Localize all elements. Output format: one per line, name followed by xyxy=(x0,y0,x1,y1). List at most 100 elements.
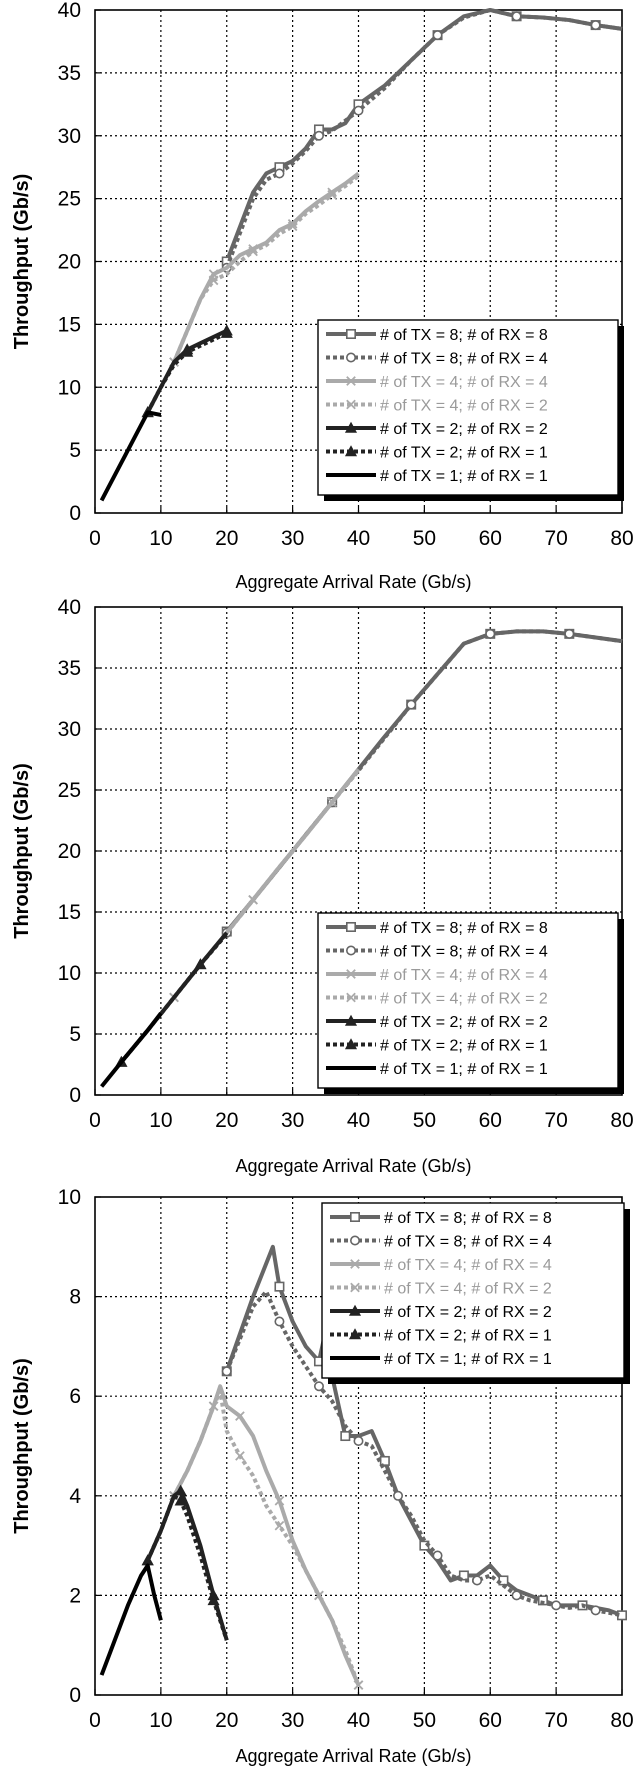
y-tick-label: 5 xyxy=(69,439,81,462)
legend-label: # of TX = 2; # of RX = 2 xyxy=(384,1304,552,1321)
x-axis-label: Aggregate Arrival Rate (Gb/s) xyxy=(235,1156,471,1176)
series-point xyxy=(274,1281,285,1292)
series-line xyxy=(225,629,623,934)
legend-label: # of TX = 8; # of RX = 8 xyxy=(384,1210,552,1227)
y-tick-label: 20 xyxy=(58,251,81,274)
legend-marker xyxy=(345,352,356,363)
y-tick-label: 0 xyxy=(69,502,81,525)
legend-marker xyxy=(346,969,356,979)
legend-box xyxy=(321,1202,625,1379)
legend-label: # of TX = 4; # of RX = 2 xyxy=(380,991,548,1008)
series-point xyxy=(551,1600,562,1611)
series-7 xyxy=(99,1563,163,1676)
y-tick-label: 0 xyxy=(69,1084,81,1107)
y-tick-label: 15 xyxy=(58,901,81,924)
x-tick-label: 30 xyxy=(281,1709,304,1732)
legend-label: # of TX = 4; # of RX = 4 xyxy=(380,967,548,984)
x-tick-label: 70 xyxy=(544,527,567,550)
legend-label: # of TX = 2; # of RX = 1 xyxy=(380,1038,548,1055)
x-tick-label: 30 xyxy=(281,1109,304,1132)
legend: # of TX = 8; # of RX = 8 # of TX = 8; # o… xyxy=(321,1202,630,1384)
x-tick-label: 80 xyxy=(610,527,633,550)
legend-marker xyxy=(346,992,356,1003)
legend-label: # of TX = 1; # of RX = 1 xyxy=(380,1061,548,1078)
y-tick-label: 5 xyxy=(69,1023,81,1046)
x-tick-label: 20 xyxy=(215,527,238,550)
series-point xyxy=(485,628,496,639)
x-tick-label: 40 xyxy=(347,1709,370,1732)
x-tick-label: 0 xyxy=(89,1709,101,1732)
y-tick-label: 0 xyxy=(69,1684,81,1707)
series-point xyxy=(458,1570,469,1581)
legend-marker xyxy=(345,945,356,956)
series-point xyxy=(274,1316,285,1327)
legend-label: # of TX = 4; # of RX = 2 xyxy=(380,398,548,415)
series-line xyxy=(224,1289,623,1618)
y-axis-label: Throughput (Gb/s) xyxy=(11,174,33,350)
series-point xyxy=(207,1594,220,1606)
series-point xyxy=(353,105,364,116)
legend-label: # of TX = 8; # of RX = 4 xyxy=(380,351,548,368)
series-point xyxy=(220,326,233,338)
legend-label: # of TX = 1; # of RX = 1 xyxy=(380,468,548,485)
x-tick-label: 10 xyxy=(149,1109,172,1132)
legend-box xyxy=(317,912,619,1089)
y-tick-label: 15 xyxy=(58,313,81,336)
legend-marker xyxy=(344,421,358,433)
legend-marker xyxy=(349,1212,360,1223)
y-tick-label: 25 xyxy=(58,779,81,802)
x-tick-label: 80 xyxy=(610,1109,633,1132)
series-line xyxy=(145,328,228,414)
series-point xyxy=(208,275,219,286)
series-point xyxy=(590,1605,601,1616)
legend-marker xyxy=(350,1282,360,1293)
legend-label: # of TX = 1; # of RX = 1 xyxy=(384,1351,552,1368)
series-point xyxy=(327,190,337,200)
y-tick-label: 10 xyxy=(58,376,81,399)
x-tick-label: 0 xyxy=(89,527,101,550)
x-tick-label: 20 xyxy=(215,1109,238,1132)
series-point xyxy=(432,1550,443,1561)
x-tick-label: 60 xyxy=(479,527,502,550)
series-6 xyxy=(141,326,233,418)
series-point xyxy=(287,221,298,232)
series-line xyxy=(225,629,623,933)
series-line xyxy=(99,1563,163,1676)
y-tick-label: 35 xyxy=(58,62,81,85)
x-tick-label: 40 xyxy=(347,1109,370,1132)
y-tick-label: 2 xyxy=(69,1584,81,1607)
series-point xyxy=(274,1520,285,1531)
legend-marker xyxy=(348,1304,362,1316)
chart-panel-2: 0 10 20 30 40 50 60 70 80 0 5 10 15 20 25 30 35 40 Aggrega… xyxy=(11,596,634,1176)
y-tick-label: 25 xyxy=(58,188,81,211)
x-tick-label: 60 xyxy=(479,1109,502,1132)
series-1 xyxy=(221,628,623,937)
series-line xyxy=(145,1493,229,1641)
y-tick-label: 4 xyxy=(69,1485,81,1508)
y-axis-label: Throughput (Gb/s) xyxy=(11,1358,33,1534)
series-point xyxy=(353,1680,364,1690)
series-7 xyxy=(100,1012,163,1088)
x-tick-label: 10 xyxy=(149,1709,172,1732)
x-tick-label: 50 xyxy=(413,1709,436,1732)
x-tick-label: 70 xyxy=(544,1709,567,1732)
y-tick-label: 40 xyxy=(58,596,81,619)
series-line xyxy=(100,1012,163,1088)
legend-label: # of TX = 2; # of RX = 2 xyxy=(380,1014,548,1031)
y-tick-label: 6 xyxy=(69,1385,81,1408)
series-line xyxy=(172,1384,361,1686)
legend-marker xyxy=(349,1235,360,1246)
legend-marker xyxy=(345,921,356,932)
chart-panel-1: 0 10 20 30 40 50 60 70 80 0 5 10 15 20 25 30 35 40 Aggrega… xyxy=(11,0,634,592)
series-point xyxy=(393,1490,404,1501)
x-tick-label: 20 xyxy=(215,1709,238,1732)
y-tick-label: 10 xyxy=(58,1186,81,1209)
y-tick-label: 35 xyxy=(58,657,81,680)
legend-marker xyxy=(348,1328,362,1340)
series-point xyxy=(432,30,443,41)
legend-label: # of TX = 2; # of RX = 1 xyxy=(384,1328,552,1345)
series-point xyxy=(274,1495,285,1506)
series-point xyxy=(313,1381,324,1392)
series-point xyxy=(564,628,575,639)
